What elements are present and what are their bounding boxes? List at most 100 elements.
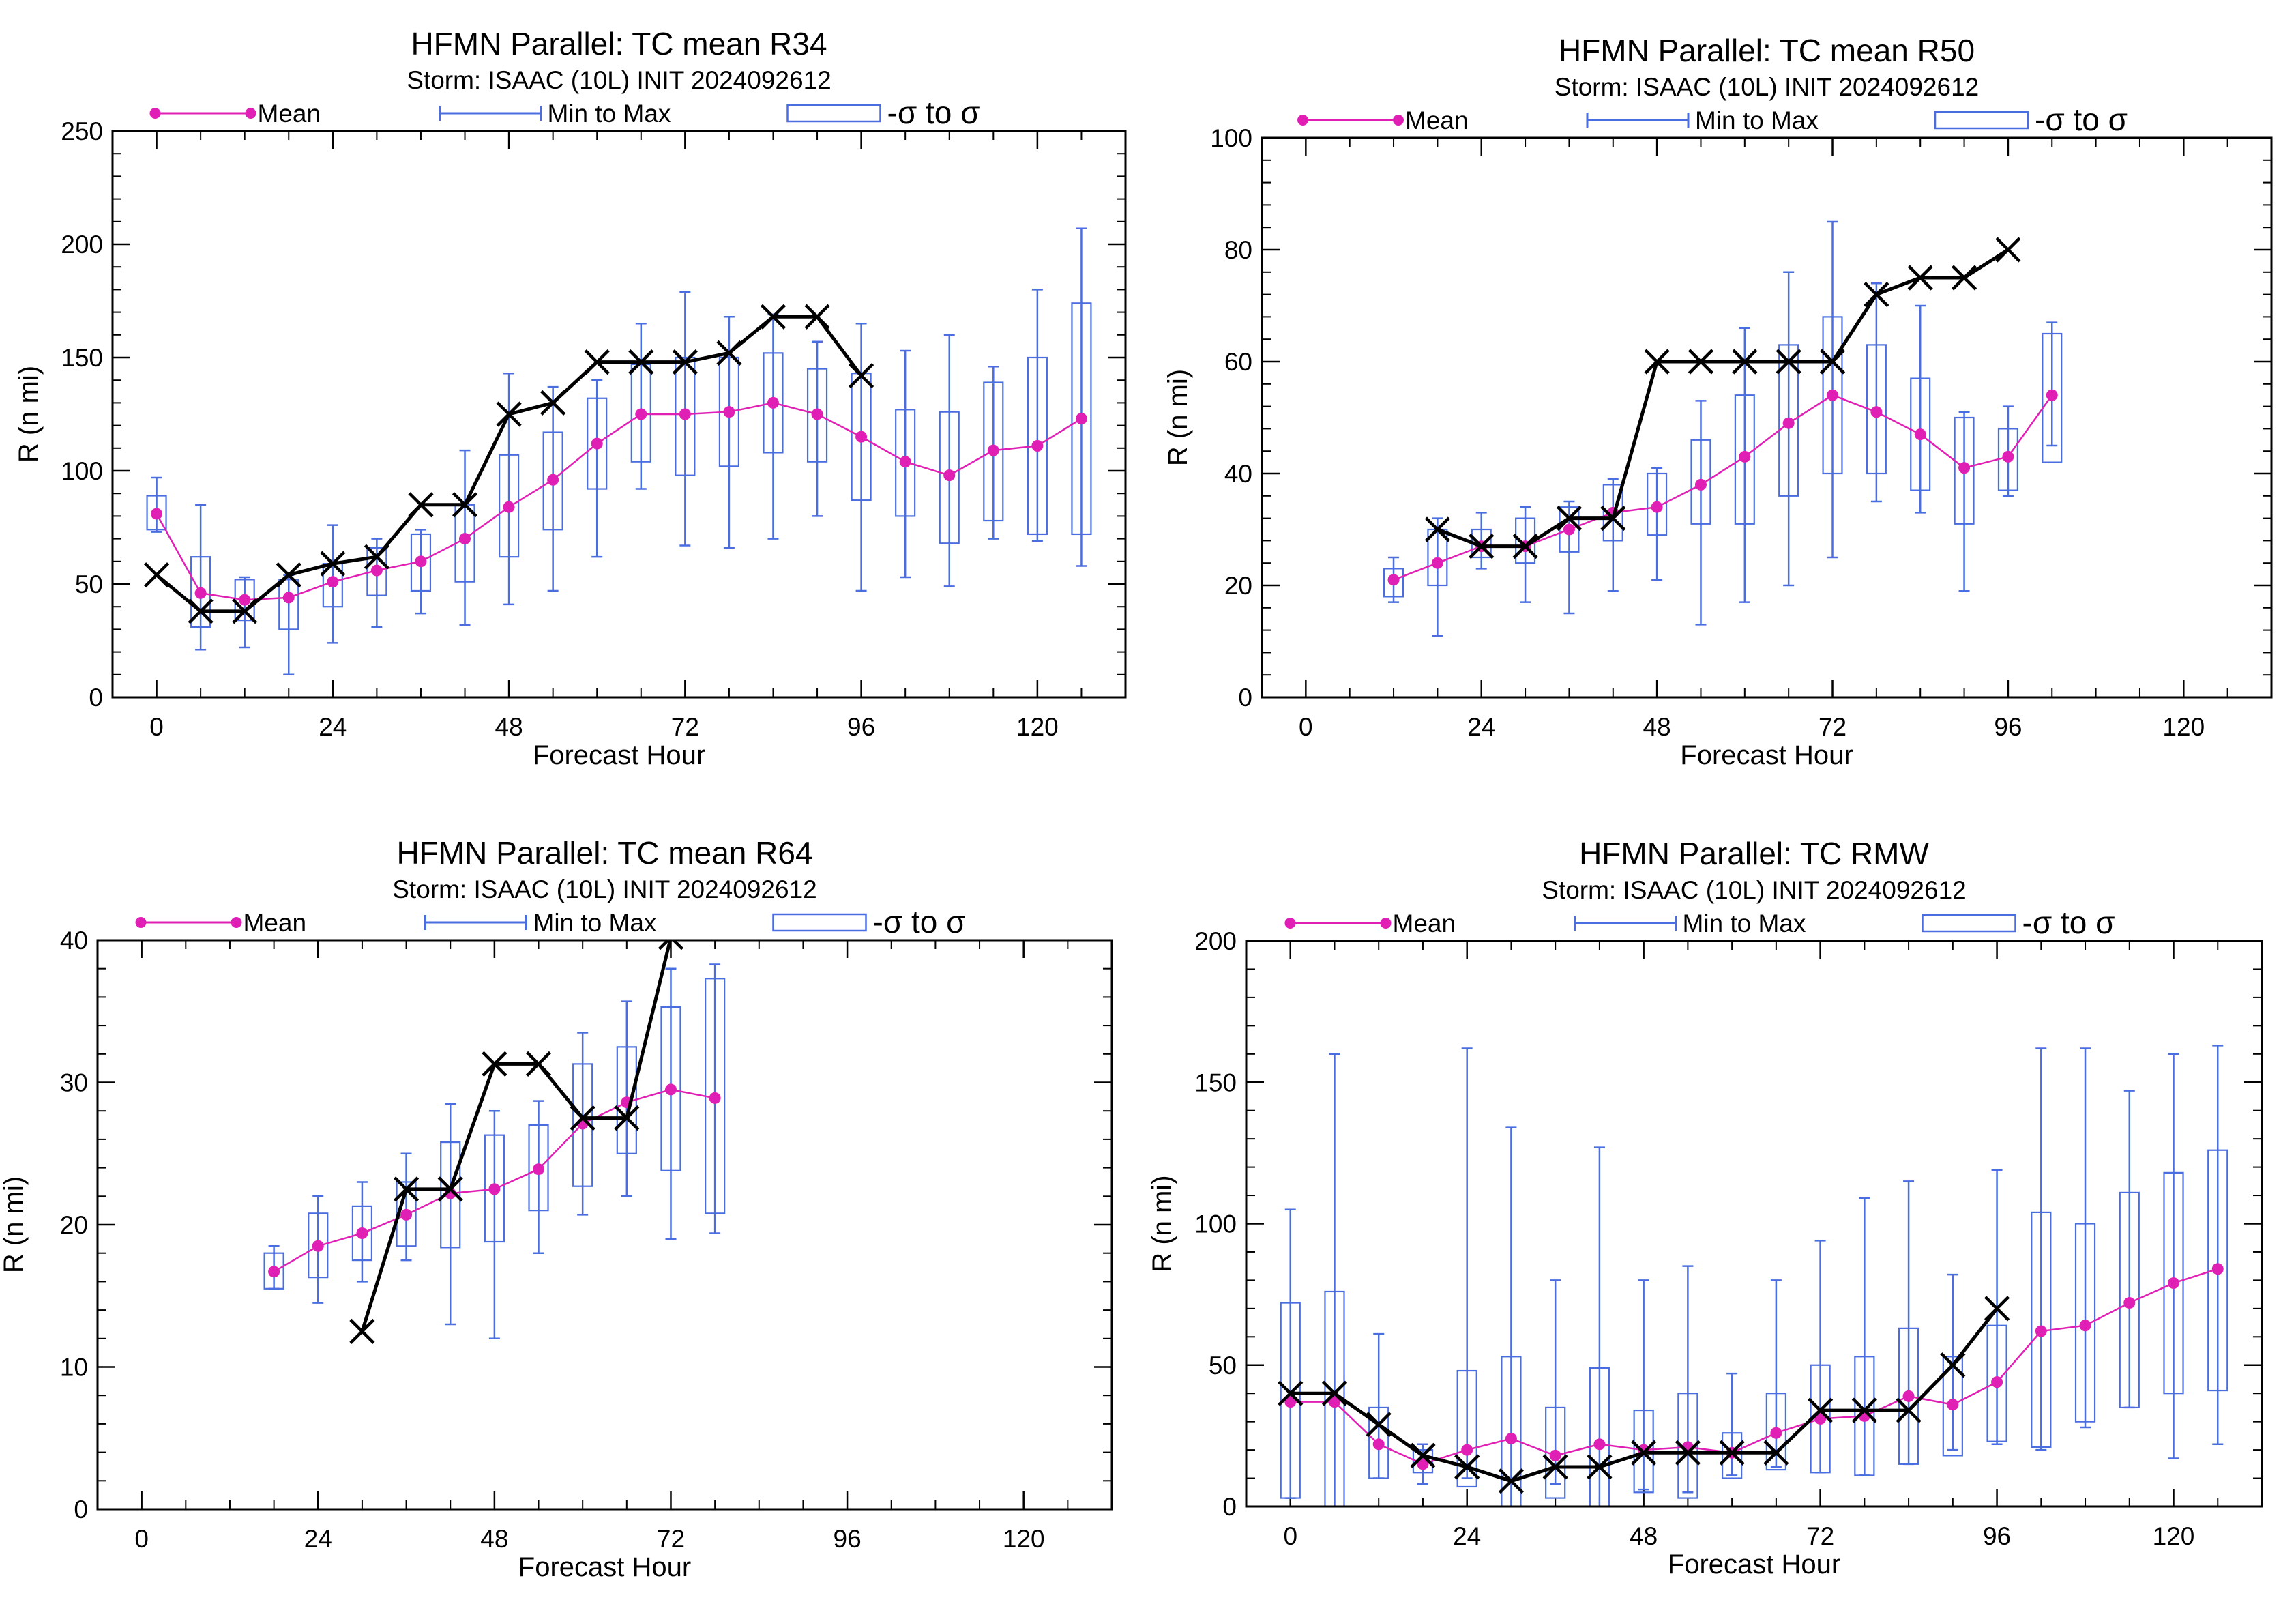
mean-point [282,592,295,604]
mean-point [1075,413,1087,425]
sigma-box [498,454,520,558]
legend-mean-dot [135,917,147,928]
legend-sigma-box [786,104,881,123]
mean-point [356,1227,368,1240]
legend: Mean Min to Max -σ to σ [149,95,980,130]
mean-point [664,1083,677,1096]
mean-point [811,408,823,420]
sigma-box [366,547,387,596]
sigma-box [806,368,828,463]
mean-point [1739,450,1751,463]
actual-point [1366,1412,1392,1438]
y-tick-label: 40 [1224,460,1252,488]
x-axis-label: Forecast Hour [1668,1549,1840,1579]
legend-mean-dot [231,917,242,928]
mean-point [1770,1427,1782,1439]
mean-point [1694,478,1707,491]
data-layer [1278,1045,2228,1506]
sigma-box [308,1212,329,1279]
mean-point [2035,1325,2047,1337]
sigma-box [1383,568,1404,598]
actual-point [1688,349,1714,375]
mean-point [370,564,383,577]
actual-point [408,492,434,518]
mean-point [2002,450,2014,463]
mean-point [1947,1399,1959,1411]
legend-mean-dot [1380,918,1392,929]
mean-point [151,508,163,520]
mean-line [156,402,1083,601]
actual-point [628,349,654,375]
mean-point [268,1266,280,1278]
actual-point [349,1318,375,1344]
x-tick-label: 24 [319,713,347,741]
mean-point [1563,523,1575,536]
legend-sigma-box [1934,111,2029,130]
y-tick-label: 0 [1222,1493,1237,1521]
legend-mean-dot [149,108,161,119]
y-axis-label: R (n mi) [14,366,44,463]
actual-point [1600,506,1626,531]
y-tick-label: 150 [61,344,103,372]
mean-point [987,444,999,456]
sigma-box [1690,439,1711,525]
sigma-box [2119,1191,2140,1409]
actual-point [364,544,389,570]
actual-point [1763,1440,1789,1466]
mean-point [400,1208,413,1221]
actual-point [188,598,214,624]
actual-point [1512,534,1538,559]
mean-point [1814,1413,1827,1425]
legend-minmax-label: Min to Max [1683,909,1806,937]
y-tick-label: 30 [60,1069,88,1097]
actual-point [1542,1454,1568,1480]
mean-point [709,1092,721,1104]
mean-point [1782,417,1795,429]
mean-point [2123,1297,2136,1309]
actual-point [1498,1468,1525,1494]
y-tick-label: 40 [60,927,88,955]
chart-subtitle: Storm: ISAAC (10L) INIT 2024092612 [1542,876,1966,904]
mean-point [1328,1396,1340,1408]
legend-sigma-label: -σ to σ [2035,102,2128,137]
sigma-box [1027,356,1048,536]
legend: Mean Min to Max -σ to σ [135,904,966,940]
actual-point [1454,1454,1480,1480]
mean-point [533,1163,545,1176]
mean-point [1827,389,1839,401]
mean-point [855,431,868,443]
y-tick-label: 60 [1224,348,1252,376]
mean-point [1505,1433,1517,1445]
actual-point [760,304,786,330]
axis-ticks: 0 24 48 72 96 120 0 50 100 150 200 [1194,927,2263,1550]
actual-point [716,340,742,366]
x-tick-label: 48 [480,1525,508,1553]
mean-point [1372,1438,1385,1451]
sigma-box [1942,1356,1963,1457]
mean-point [767,396,779,409]
x-tick-label: 120 [2162,713,2205,741]
mean-point [415,555,427,568]
sigma-box [146,495,167,531]
actual-point [540,390,566,416]
chart-subtitle: Storm: ISAAC (10L) INIT 2024092612 [1555,73,1979,101]
y-tick-label: 20 [60,1211,88,1239]
actual-point [1896,1397,1922,1423]
actual-point [1587,1454,1613,1480]
sigma-box [1778,344,1799,497]
y-tick-label: 0 [89,684,103,712]
sigma-box [983,381,1004,522]
legend-sigma-box [772,913,867,932]
y-tick-label: 100 [1194,1210,1237,1238]
y-tick-label: 100 [1210,124,1252,152]
actual-point [1631,1440,1657,1466]
data-layer [1383,220,2063,637]
actual-point [1851,1397,1877,1423]
legend-sigma-label: -σ to σ [2022,905,2115,940]
y-axis-label: R (n mi) [1147,1175,1177,1272]
actual-point [1776,349,1801,375]
mean-point [1431,557,1443,569]
sigma-box [2163,1171,2184,1395]
mean-point [723,406,735,418]
sigma-box [763,352,784,454]
